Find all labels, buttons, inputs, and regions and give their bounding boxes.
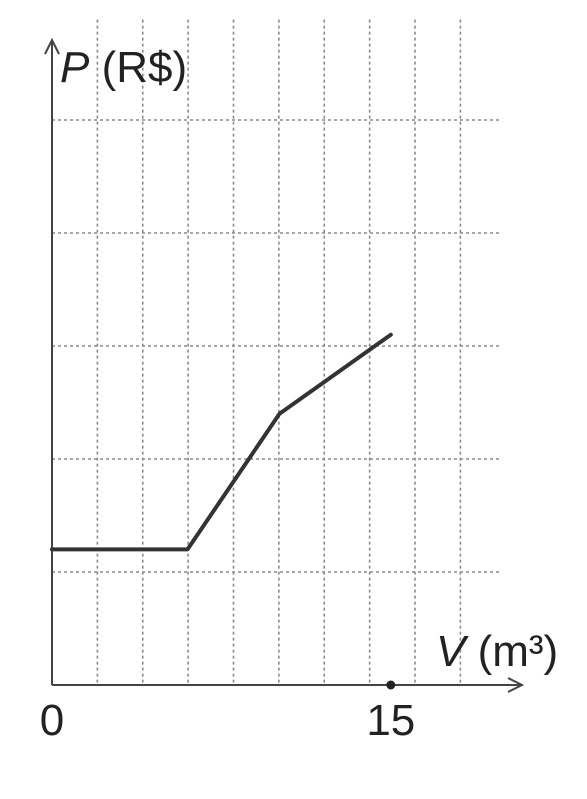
y-axis-symbol: P xyxy=(60,43,90,92)
x-tick-label: 15 xyxy=(366,696,415,745)
axis-marker-dot xyxy=(386,680,396,690)
y-axis-label: P (R$) xyxy=(60,43,187,92)
x-tick-label: 0 xyxy=(40,696,64,745)
series-line-0 xyxy=(50,332,393,552)
x-axis-symbol: V xyxy=(436,627,469,676)
x-axis-label: V (m³) xyxy=(436,627,558,676)
x-axis-arrow xyxy=(507,677,525,693)
axes xyxy=(44,37,525,693)
x-axis-unit: (m³) xyxy=(465,627,558,676)
grid xyxy=(52,19,500,685)
y-axis-arrow xyxy=(44,37,60,55)
series-layer xyxy=(50,332,393,552)
x-tick-labels: 0 15 xyxy=(40,696,416,745)
y-axis-unit: (R$) xyxy=(89,43,187,92)
markers-layer xyxy=(386,680,396,690)
